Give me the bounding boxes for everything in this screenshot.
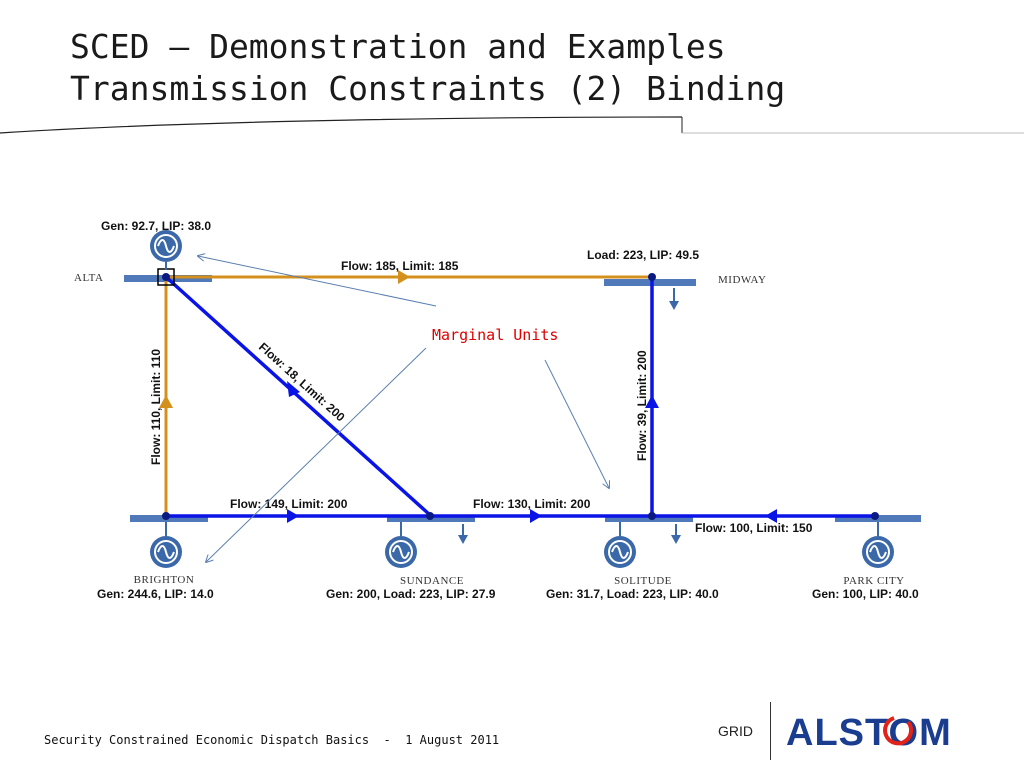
bus-info-midway: Load: 223, LIP: 49.5 [587,248,699,262]
node-brighton [162,512,170,520]
bus-bar-midway [604,279,696,286]
flow-arrow-alta-midway [398,270,410,284]
line-label-brighton-sundance: Flow: 149, Limit: 200 [230,497,348,511]
marginal-units-annotation: Marginal Units [432,326,558,344]
generator-icon-alta [150,230,182,270]
line-label-alta-sundance: Flow: 18, Limit: 200 [256,340,348,425]
footer-text: Security Constrained Economic Dispatch B… [44,733,500,747]
bus-label-brighton: BRIGHTON [134,574,195,586]
title-line-1: SCED – Demonstration and Examples [70,27,726,66]
generator-icon-brighton [150,522,182,568]
line-alta-sundance [164,275,432,517]
bus-info-solitude: Gen: 31.7, Load: 223, LIP: 40.0 [546,587,719,601]
line-parkcity-solitude [652,509,875,523]
line-alta-midway [166,270,652,284]
flow-arrow-parkcity-solitude [765,509,777,523]
bus-label-park-city: PARK CITY [843,575,904,587]
line-label-sundance-solitude: Flow: 130, Limit: 200 [473,497,591,511]
bus-info-brighton: Gen: 244.6, LIP: 14.0 [97,587,214,601]
node-park-city [871,512,879,520]
load-arrow-icon-sundance [458,524,468,544]
line-brighton-sundance [166,509,430,523]
bus-info-park-city: Gen: 100, LIP: 40.0 [812,587,919,601]
line-sundance-solitude [430,509,652,523]
title-line-2: Transmission Constraints (2) Binding [70,69,786,108]
flow-arrow-midway-solitude [645,395,659,408]
line-midway-solitude [645,277,659,516]
node-solitude [648,512,656,520]
title-underline [0,116,683,134]
line-alta-brighton [159,277,173,516]
callout-arrow-alta [198,256,437,307]
flow-arrow-alta-sundance [287,381,300,397]
logo-divider [770,702,771,760]
bus-label-alta: ALTA [74,272,103,284]
node-sundance [426,512,434,520]
line-label-midway-solitude: Flow: 39, Limit: 200 [635,350,649,461]
load-arrow-icon-midway [669,288,679,310]
alstom-logo-text: ALSTOM [786,712,952,754]
generator-icon-park-city [862,522,894,568]
line-label-parkcity-solitude: Flow: 100, Limit: 150 [695,521,813,535]
bus-info-sundance: Gen: 200, Load: 223, LIP: 27.9 [326,587,496,601]
generator-icon-sundance [385,522,417,568]
load-arrow-icon-solitude [671,524,681,544]
node-alta [162,273,170,281]
alstom-logo: ALSTOM [786,712,952,754]
slide-title: SCED – Demonstration and Examples Transm… [70,26,785,110]
flow-arrow-brighton-sundance [287,509,299,523]
line-label-alta-midway: Flow: 185, Limit: 185 [341,259,459,273]
line-label-alta-brighton: Flow: 110, Limit: 110 [149,349,163,465]
callout-arrow-solitude [544,359,609,488]
flow-arrow-sundance-solitude [530,509,542,523]
bus-label-midway: MIDWAY [718,274,766,286]
alstom-logo-swirl [883,716,914,746]
bus-label-solitude: SOLITUDE [614,575,672,587]
bus-info-alta: Gen: 92.7, LIP: 38.0 [101,219,211,233]
flow-arrow-alta-brighton [159,395,173,408]
grid-label: GRID [718,723,753,739]
node-midway [648,273,656,281]
generator-icon-solitude [604,522,636,568]
bus-label-sundance: SUNDANCE [400,575,464,587]
callout-arrow-brighton [206,347,427,562]
